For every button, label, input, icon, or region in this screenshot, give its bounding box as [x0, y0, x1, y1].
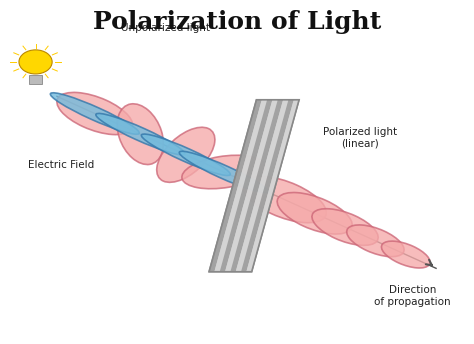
FancyBboxPatch shape	[29, 75, 42, 84]
Ellipse shape	[141, 134, 230, 175]
Ellipse shape	[382, 241, 430, 268]
Ellipse shape	[179, 151, 268, 193]
Ellipse shape	[242, 176, 327, 223]
Text: Electric Field: Electric Field	[28, 160, 95, 170]
Polygon shape	[209, 100, 299, 272]
Polygon shape	[214, 100, 267, 272]
Polygon shape	[225, 100, 278, 272]
Ellipse shape	[312, 209, 378, 245]
Ellipse shape	[182, 155, 265, 189]
Circle shape	[19, 50, 52, 74]
Text: Unpolarized light: Unpolarized light	[121, 22, 210, 33]
Text: Polarization of Light: Polarization of Light	[93, 10, 381, 34]
Ellipse shape	[277, 193, 352, 234]
Polygon shape	[241, 100, 294, 272]
Polygon shape	[246, 100, 299, 272]
Polygon shape	[219, 100, 273, 272]
Ellipse shape	[57, 93, 133, 135]
Ellipse shape	[346, 225, 404, 257]
Text: Direction
of propagation: Direction of propagation	[374, 285, 451, 307]
Text: Polarized light
(linear): Polarized light (linear)	[323, 127, 397, 148]
Ellipse shape	[117, 104, 164, 164]
Ellipse shape	[157, 127, 215, 182]
Polygon shape	[209, 100, 262, 272]
Ellipse shape	[50, 93, 139, 134]
Polygon shape	[236, 100, 288, 272]
Polygon shape	[230, 100, 283, 272]
Ellipse shape	[96, 114, 185, 155]
